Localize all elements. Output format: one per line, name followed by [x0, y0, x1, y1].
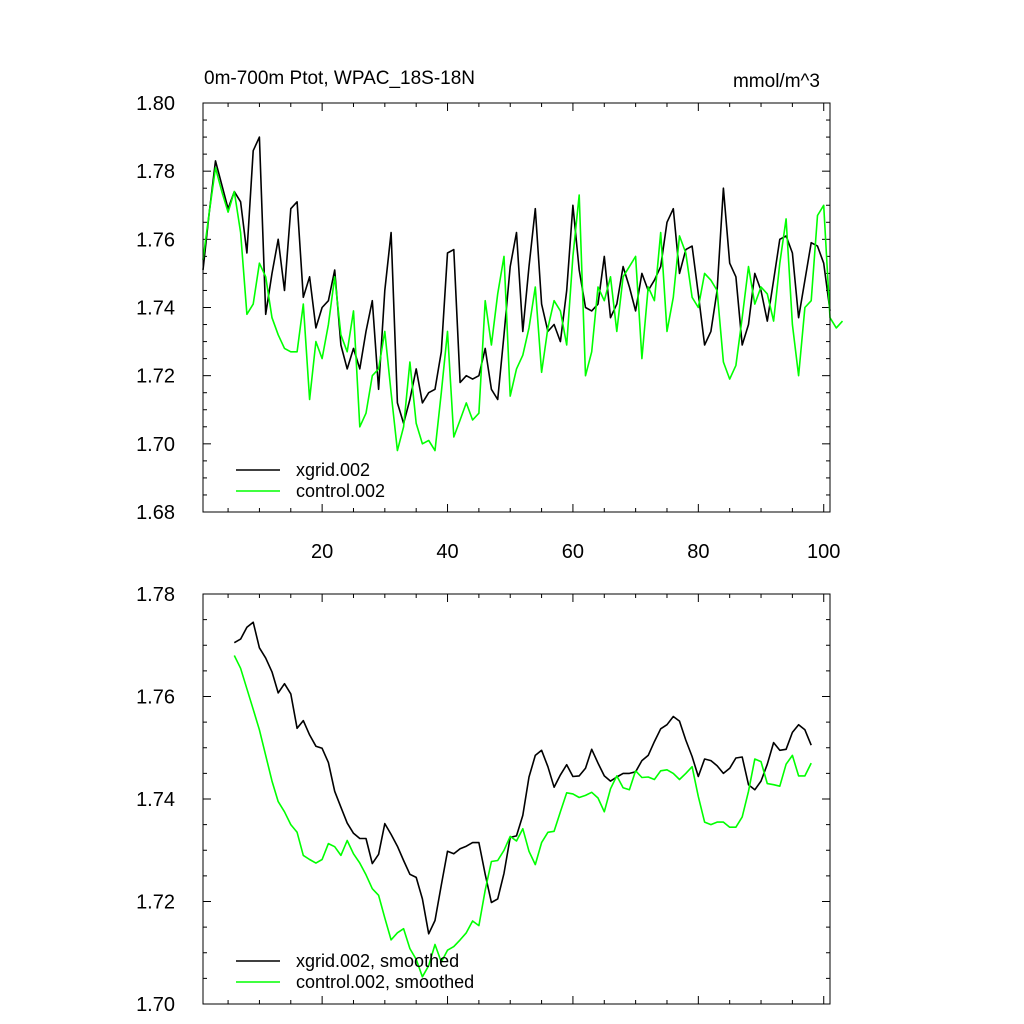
top-ticks: 1.68 1.70 1.72 1.74 1.76 1.78 1.80 20 40 60 80 100 [136, 93, 840, 563]
top-plot-frame [202, 102, 831, 513]
top-ytick-label: 1.72 [136, 366, 175, 388]
bottom-legend: xgrid.002, smoothed control.002, smoothe… [236, 951, 474, 992]
bottom-ytick-label: 1.78 [136, 584, 175, 606]
top-legend: xgrid.002 control.002 [236, 460, 385, 501]
top-ytick-label: 1.74 [136, 298, 175, 320]
top-xtick-label: 60 [562, 541, 584, 563]
bottom-ytick-label: 1.74 [136, 789, 175, 811]
top-ytick-label: 1.80 [136, 93, 175, 115]
chart-title: 0m-700m Ptot, WPAC_18S-18N [204, 68, 475, 89]
bottom-plot-frame [202, 593, 831, 1005]
bottom-ytick-label: 1.70 [136, 994, 175, 1016]
top-ytick-label: 1.68 [136, 502, 175, 524]
bottom-series-line-xgrid [233, 621, 812, 935]
bottom-ytick-label: 1.76 [136, 687, 175, 709]
top-xtick-label: 80 [687, 541, 709, 563]
top-ytick-label: 1.76 [136, 229, 175, 251]
legend-label-xgrid: xgrid.002 [296, 460, 370, 480]
legend-label-control: control.002 [296, 481, 385, 501]
top-series-line-xgrid [202, 136, 831, 425]
top-xtick-label: 100 [807, 541, 840, 563]
top-xtick-label: 40 [436, 541, 458, 563]
legend-label-xgrid-smoothed: xgrid.002, smoothed [296, 951, 459, 971]
bottom-ticks: 1.70 1.72 1.74 1.76 1.78 [136, 584, 830, 1016]
top-ytick-label: 1.70 [136, 434, 175, 456]
top-series-lines [202, 136, 844, 452]
bottom-chart-panel: 1.70 1.72 1.74 1.76 1.78 xgrid.002, smoothed… [136, 584, 831, 1016]
top-chart-panel: 0m-700m Ptot, WPAC_18S-18N mmol/m^3 1.68… [136, 68, 844, 563]
legend-label-control-smoothed: control.002, smoothed [296, 972, 474, 992]
units-label: mmol/m^3 [733, 71, 820, 92]
top-series-line-control [202, 167, 844, 452]
top-ytick-label: 1.78 [136, 161, 175, 183]
bottom-ytick-label: 1.72 [136, 892, 175, 914]
bottom-series-lines [233, 621, 812, 978]
bottom-series-line-control [233, 655, 812, 978]
top-xtick-label: 20 [311, 541, 333, 563]
